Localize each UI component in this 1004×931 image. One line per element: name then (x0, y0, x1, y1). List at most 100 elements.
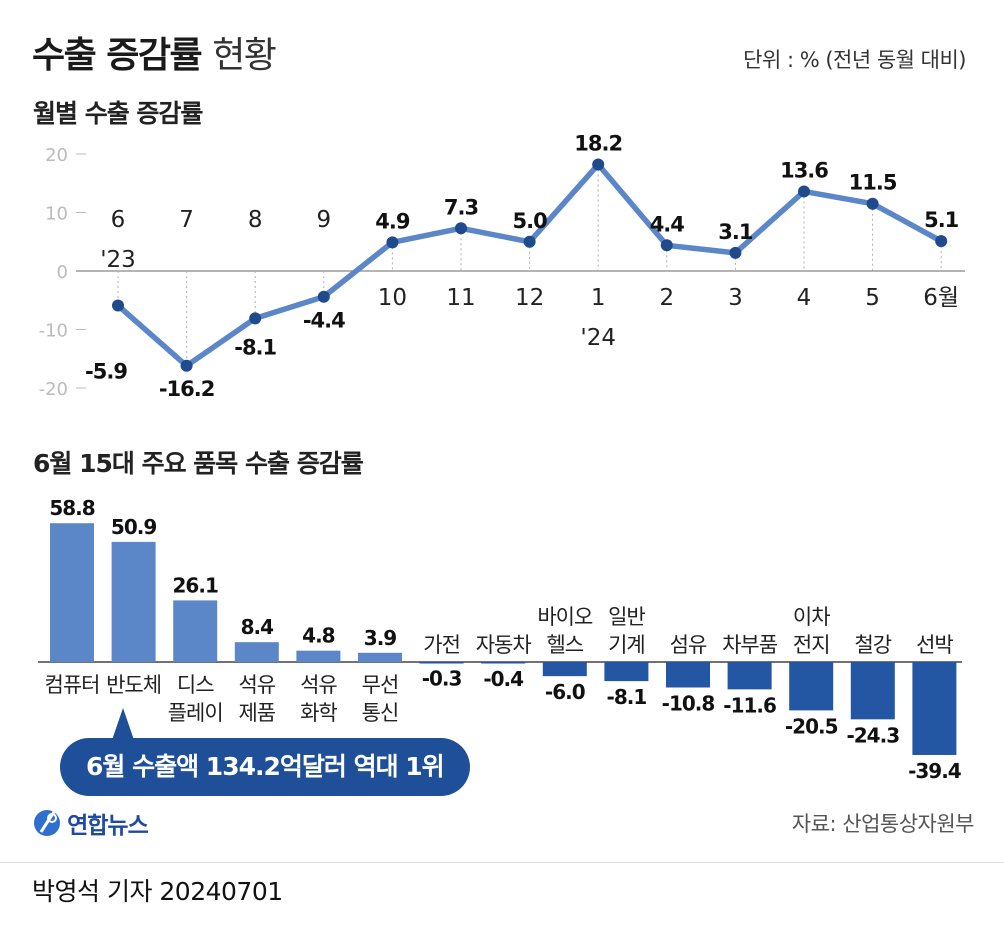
data-label: 4.8 (302, 624, 335, 648)
category-label: 선박 (916, 633, 953, 657)
bar (481, 662, 526, 664)
data-label: 58.8 (49, 496, 94, 520)
data-label: 7.3 (444, 195, 478, 219)
bar (173, 600, 218, 662)
data-label: 50.9 (111, 515, 156, 539)
x-tick-label: 6 (111, 207, 126, 233)
category-label: 무선 (362, 673, 399, 697)
bar (912, 662, 957, 755)
x-tick-label: 1 (591, 285, 606, 311)
data-label: 13.6 (780, 158, 828, 182)
x-tick-label: 5 (865, 285, 880, 311)
category-label: 자동차 (476, 633, 532, 657)
category-label: 반도체 (106, 673, 161, 697)
category-label: 화학 (300, 701, 337, 725)
bar (50, 523, 94, 662)
unit-note: 단위 : % (전년 동월 대비) (743, 48, 966, 72)
category-label: 바이오 (537, 605, 593, 629)
bar (604, 662, 649, 682)
data-label: -24.3 (846, 723, 899, 747)
data-label: -4.4 (303, 309, 345, 333)
y-tick-label: -20 (39, 379, 68, 400)
annotation-pointer (112, 708, 134, 740)
page-title: 수출 증감률 현황 (32, 26, 277, 78)
data-point (180, 359, 193, 372)
category-label: 기계 (608, 633, 645, 657)
data-point (729, 246, 742, 259)
data-label: -6.0 (545, 680, 585, 704)
data-label: 3.1 (718, 220, 753, 244)
x-tick-label: 6월 (923, 285, 959, 311)
x-tick-label: 4 (797, 285, 812, 311)
logo-text: 연합뉴스 (67, 813, 149, 839)
data-label: -11.6 (723, 693, 776, 717)
data-label: -0.4 (483, 667, 523, 691)
data-label: 11.5 (849, 171, 897, 195)
y-tick-label: -10 (39, 321, 68, 342)
page-title-sub: 현황 (212, 35, 277, 76)
yonhap-logo-icon (34, 810, 60, 836)
bar (789, 662, 834, 711)
x-tick-label: 8 (248, 207, 263, 233)
bar (358, 652, 402, 662)
x-tick-label: 12 (515, 285, 544, 311)
bar (727, 662, 772, 690)
y-tick-label: 20 (45, 145, 68, 166)
data-label: 3.9 (364, 626, 397, 650)
data-label: 26.1 (173, 573, 218, 597)
data-label: 4.4 (650, 212, 685, 236)
category-label: 헬스 (546, 633, 583, 657)
category-label: 컴퓨터 (45, 673, 100, 697)
data-point (112, 299, 124, 312)
data-point (317, 290, 330, 303)
data-point (386, 236, 399, 249)
data-point (523, 235, 536, 248)
data-point (249, 312, 262, 325)
data-label: 5.1 (924, 208, 959, 232)
data-label: 18.2 (574, 132, 622, 156)
x-tick-label: '24 (580, 325, 616, 351)
bar (419, 662, 464, 664)
category-label: 플레이 (168, 701, 223, 725)
category-label: 석유 (238, 673, 275, 697)
x-tick-label: 11 (446, 285, 475, 311)
category-label: 디스 (177, 673, 214, 697)
data-label: 5.0 (512, 209, 547, 233)
line-chart: 20 10 0 -10 -20 -5.9 -16.2 -8.1 -4.4 4.9 7.3 5.0 18.… (39, 132, 965, 401)
data-label: -39.4 (908, 759, 961, 783)
page-title-main: 수출 증감률 (32, 35, 203, 76)
data-point (455, 222, 467, 235)
category-label: 이차 (793, 605, 830, 629)
data-label: -8.1 (607, 685, 647, 709)
data-label: 4.9 (375, 209, 410, 233)
category-label: 일반 (608, 605, 645, 629)
data-point (935, 235, 948, 248)
data-point (798, 185, 810, 198)
data-label: -10.8 (662, 691, 715, 715)
category-label: 통신 (362, 701, 399, 725)
byline: 박영석 기자 20240701 (32, 877, 283, 906)
category-label: 제품 (238, 701, 275, 725)
bar (542, 662, 587, 677)
bar (296, 650, 341, 662)
y-tick-label: 0 (57, 262, 68, 283)
source-note: 자료: 산업통상자원부 (791, 812, 975, 836)
bar (111, 541, 156, 662)
bar (666, 662, 710, 688)
annotation-badge: 6월 수출액 134.2억달러 역대 1위 (60, 738, 470, 796)
category-label: 가전 (423, 633, 460, 657)
data-point (660, 239, 673, 252)
data-label: -5.9 (85, 360, 127, 384)
data-label: 8.4 (241, 615, 274, 639)
line-chart-title: 월별 수출 증감률 (33, 99, 203, 128)
x-tick-label: 9 (316, 207, 331, 233)
logo: 연합뉴스 (32, 806, 149, 840)
bar (234, 642, 279, 662)
data-label: -16.2 (159, 377, 215, 401)
bar (850, 662, 895, 720)
x-tick-label: 2 (659, 285, 674, 311)
data-label: -8.1 (234, 335, 276, 359)
x-tick-label: 3 (728, 285, 743, 311)
data-label: -20.5 (785, 714, 838, 738)
